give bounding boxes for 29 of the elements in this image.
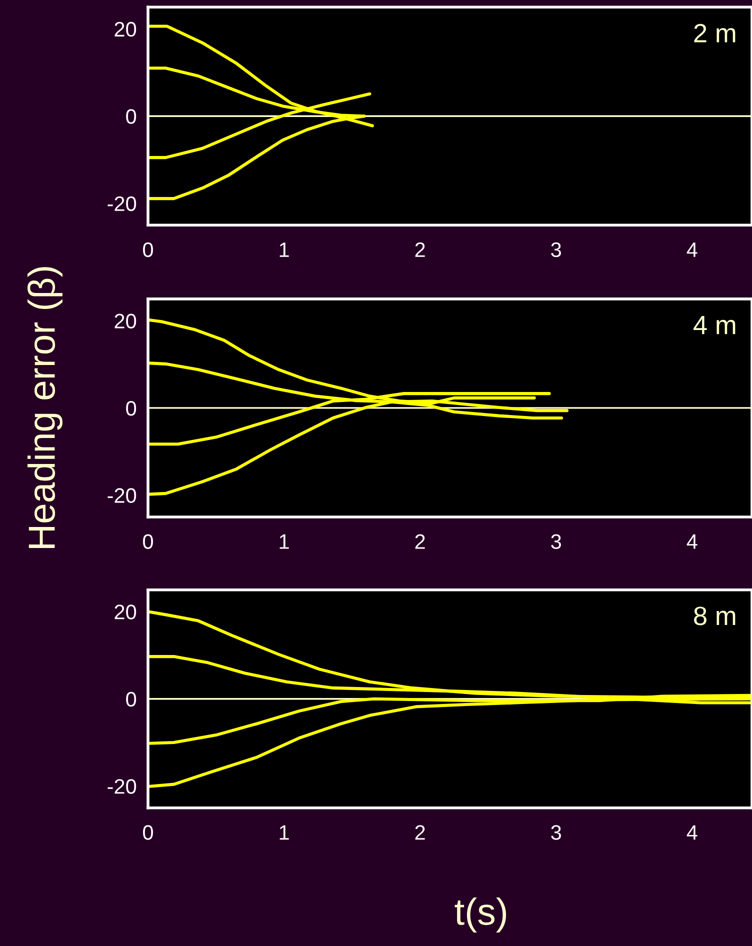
x-tick-label: 2 [415,825,425,840]
y-tick-label: -20 [108,488,136,503]
x-tick-label: 3 [551,534,561,549]
x-tick-label: 1 [280,534,289,549]
y-tick-label: -20 [108,779,136,794]
y-tick-label: 0 [126,692,136,707]
x-tick-label: 0 [143,825,153,840]
y-tick-label: 0 [126,400,136,416]
annotation: 2 m [694,24,736,42]
x-tick-label: 0 [143,242,153,258]
x-tick-label: 1 [280,242,289,257]
y-tick-label: 20 [114,314,136,328]
y-tick-label: 20 [114,604,136,620]
y-axis-title: Heading error (β) [28,267,62,548]
y-tick-label: -20 [108,196,136,212]
x-tick-label: 1 [280,825,289,840]
x-tick-label: 0 [143,534,153,549]
annotation: 4 m [694,316,736,334]
x-tick-label: 2 [415,534,425,549]
x-tick-label: 4 [686,242,698,257]
x-tick-label: 3 [551,242,561,258]
x-tick-label: 4 [686,534,698,549]
x-axis-title: t(s) [454,898,506,932]
x-tick-label: 3 [551,825,561,840]
y-tick-label: 20 [114,22,136,37]
x-tick-label: 2 [415,242,425,257]
annotation: 8 m [694,606,736,626]
x-tick-label: 4 [686,825,698,840]
y-tick-label: 0 [126,109,136,124]
